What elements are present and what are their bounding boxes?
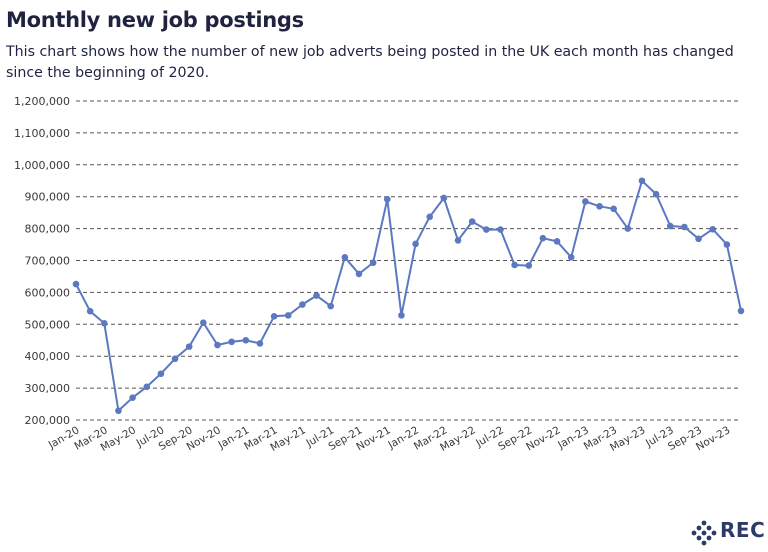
data-point — [723, 241, 731, 248]
data-point — [652, 190, 660, 198]
data-point — [299, 301, 306, 308]
data-point — [72, 280, 80, 288]
data-point — [709, 225, 717, 233]
data-point — [638, 177, 646, 185]
data-point — [341, 254, 349, 261]
data-point — [681, 223, 688, 231]
data-point — [539, 234, 547, 242]
y-tick-label: 900,000 — [25, 191, 71, 204]
data-point — [624, 225, 632, 232]
data-point — [355, 270, 363, 278]
data-point — [171, 355, 179, 363]
y-tick-label: 600,000 — [25, 286, 71, 299]
data-point — [695, 235, 702, 243]
data-point — [582, 198, 589, 205]
data-point — [398, 312, 405, 319]
data-point — [567, 254, 575, 261]
line-chart: 200,000 300,000 400,000 500,000 600,000 700,0… — [14, 95, 745, 454]
y-tick-label: 1,000,000 — [14, 159, 70, 172]
data-point — [596, 202, 603, 210]
data-point — [737, 307, 745, 315]
data-point — [383, 195, 391, 203]
data-point — [214, 341, 221, 349]
series-line-layer — [75, 179, 742, 412]
data-point — [115, 407, 122, 415]
data-point — [525, 262, 533, 269]
data-point — [256, 340, 264, 347]
data-point — [468, 218, 476, 225]
data-point — [440, 194, 448, 202]
y-tick-label: 500,000 — [25, 318, 71, 331]
data-point — [454, 237, 462, 244]
y-tick-label: 300,000 — [25, 382, 71, 395]
rec-logo-icon — [691, 520, 717, 546]
data-point — [511, 261, 518, 269]
y-tick-label: 200,000 — [25, 414, 71, 427]
data-point — [100, 320, 108, 327]
y-axis-ticks: 200,000 300,000 400,000 500,000 600,000 700,0… — [14, 95, 70, 427]
data-point — [313, 292, 320, 299]
y-tick-label: 1,200,000 — [14, 95, 70, 108]
data-point — [185, 343, 193, 350]
data-point — [270, 313, 278, 320]
data-points — [72, 177, 745, 415]
data-point — [86, 307, 94, 315]
data-point — [553, 238, 561, 245]
data-point — [483, 226, 490, 233]
series-line — [75, 179, 742, 412]
data-point — [412, 240, 419, 248]
gridlines — [76, 100, 741, 421]
y-tick-label: 700,000 — [25, 255, 71, 268]
data-point — [228, 338, 235, 346]
chart-subtitle: This chart shows how the number of new j… — [6, 44, 734, 81]
data-point — [369, 259, 377, 267]
data-point — [426, 213, 434, 221]
rec-logo-text: REC — [720, 518, 766, 542]
x-axis-ticks: Jan-20Mar-20May-20Jul-20Sep-20Nov-20Jan-… — [46, 424, 733, 454]
data-point — [143, 383, 151, 391]
y-tick-label: 400,000 — [25, 350, 71, 363]
data-point — [129, 394, 136, 401]
chart-title: Monthly new job postings — [6, 8, 304, 32]
data-point — [200, 319, 207, 327]
data-point — [157, 370, 165, 378]
data-point — [327, 302, 334, 310]
data-point — [284, 312, 292, 319]
y-tick-label: 800,000 — [25, 223, 71, 236]
y-tick-label: 1,100,000 — [14, 127, 70, 140]
data-point — [497, 226, 504, 233]
data-point — [666, 222, 674, 230]
data-point — [242, 336, 250, 344]
data-point — [610, 205, 617, 213]
